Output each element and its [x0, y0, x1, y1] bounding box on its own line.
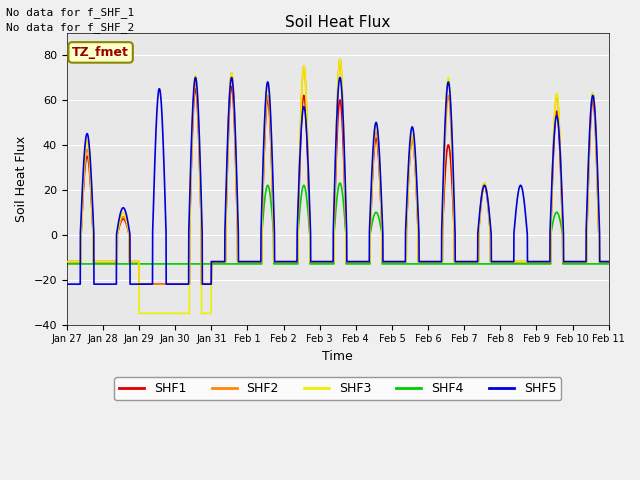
Text: No data for f_SHF_1: No data for f_SHF_1 [6, 7, 134, 18]
Text: No data for f_SHF_2: No data for f_SHF_2 [6, 22, 134, 33]
Legend: SHF1, SHF2, SHF3, SHF4, SHF5: SHF1, SHF2, SHF3, SHF4, SHF5 [114, 377, 561, 400]
X-axis label: Time: Time [323, 350, 353, 363]
Title: Soil Heat Flux: Soil Heat Flux [285, 15, 390, 30]
Text: TZ_fmet: TZ_fmet [72, 46, 129, 59]
Y-axis label: Soil Heat Flux: Soil Heat Flux [15, 135, 28, 222]
